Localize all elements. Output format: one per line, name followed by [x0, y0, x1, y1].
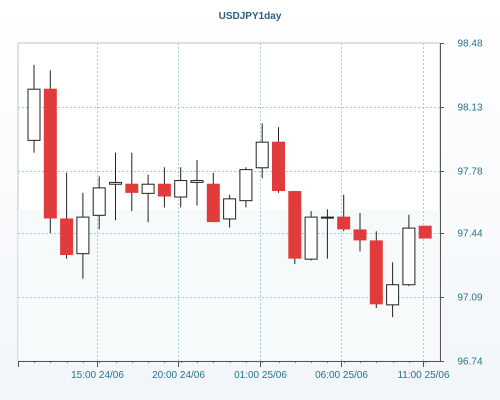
candle [109, 152, 122, 221]
candle-body-down [337, 216, 351, 230]
x-tick-label: 15:00 24/06 [71, 370, 124, 381]
candle [125, 152, 139, 212]
candle-body-up [109, 181, 122, 185]
candle-body-down [43, 88, 57, 219]
y-tick-label: 97.09 [457, 293, 482, 304]
x-tick-label: 11:00 25/06 [397, 370, 450, 381]
candle [402, 214, 416, 287]
candle [386, 262, 400, 318]
y-tick-label: 98.13 [457, 103, 482, 114]
grid-lines [18, 43, 440, 361]
candle [76, 192, 90, 279]
candle [43, 70, 57, 234]
candle-body-down [60, 218, 74, 255]
candle-body-down [353, 229, 367, 241]
candle [255, 123, 269, 179]
candle-body-down [272, 141, 285, 192]
y-tick-label: 98.48 [457, 39, 482, 50]
candle [272, 127, 285, 193]
candle [223, 194, 237, 228]
candles [27, 64, 432, 318]
candle-body-up [320, 216, 334, 219]
candle [239, 167, 253, 208]
candle [304, 211, 318, 261]
candle-body-down [206, 183, 220, 223]
candle [190, 159, 204, 206]
chart-title: USDJPY1day [218, 11, 282, 22]
candle-body-up [386, 284, 400, 306]
candle [60, 172, 74, 259]
candle [157, 167, 171, 208]
candle [320, 209, 334, 259]
candle [141, 174, 155, 223]
candle [418, 225, 432, 239]
candle-body-down [288, 191, 302, 259]
candle-body-down [125, 183, 139, 193]
candle-body-up [141, 183, 155, 194]
candle [27, 64, 41, 153]
y-tick-label: 97.78 [457, 167, 482, 178]
candle [288, 191, 302, 265]
candle [369, 231, 383, 308]
candle-body-up [239, 169, 253, 202]
x-tick-label: 20:00 24/06 [152, 370, 205, 381]
candle-body-up [304, 216, 318, 260]
candle-body-up [190, 180, 204, 183]
candle [337, 194, 351, 232]
axes: 98.48 98.13 97.78 97.44 97.09 96.74 15:00 24/0… [18, 39, 483, 381]
candle [353, 212, 367, 252]
candle-body-up [402, 227, 416, 286]
candle-body-up [27, 88, 41, 141]
candle-body-down [157, 183, 171, 197]
candle [206, 172, 220, 223]
y-tick-label: 96.74 [457, 357, 482, 368]
candle-body-up [223, 198, 237, 220]
candle-body-up [255, 141, 269, 169]
candle-body-down [369, 240, 383, 305]
candle-body-up [76, 216, 90, 255]
candle [92, 176, 106, 230]
candle-body-up [174, 180, 188, 198]
candle-body-down [418, 225, 432, 239]
candle [174, 167, 188, 208]
y-tick-label: 97.44 [457, 229, 482, 240]
candle-body-up [92, 187, 106, 216]
x-tick-label: 06:00 25/06 [315, 370, 368, 381]
x-tick-label: 01:00 25/06 [234, 370, 287, 381]
